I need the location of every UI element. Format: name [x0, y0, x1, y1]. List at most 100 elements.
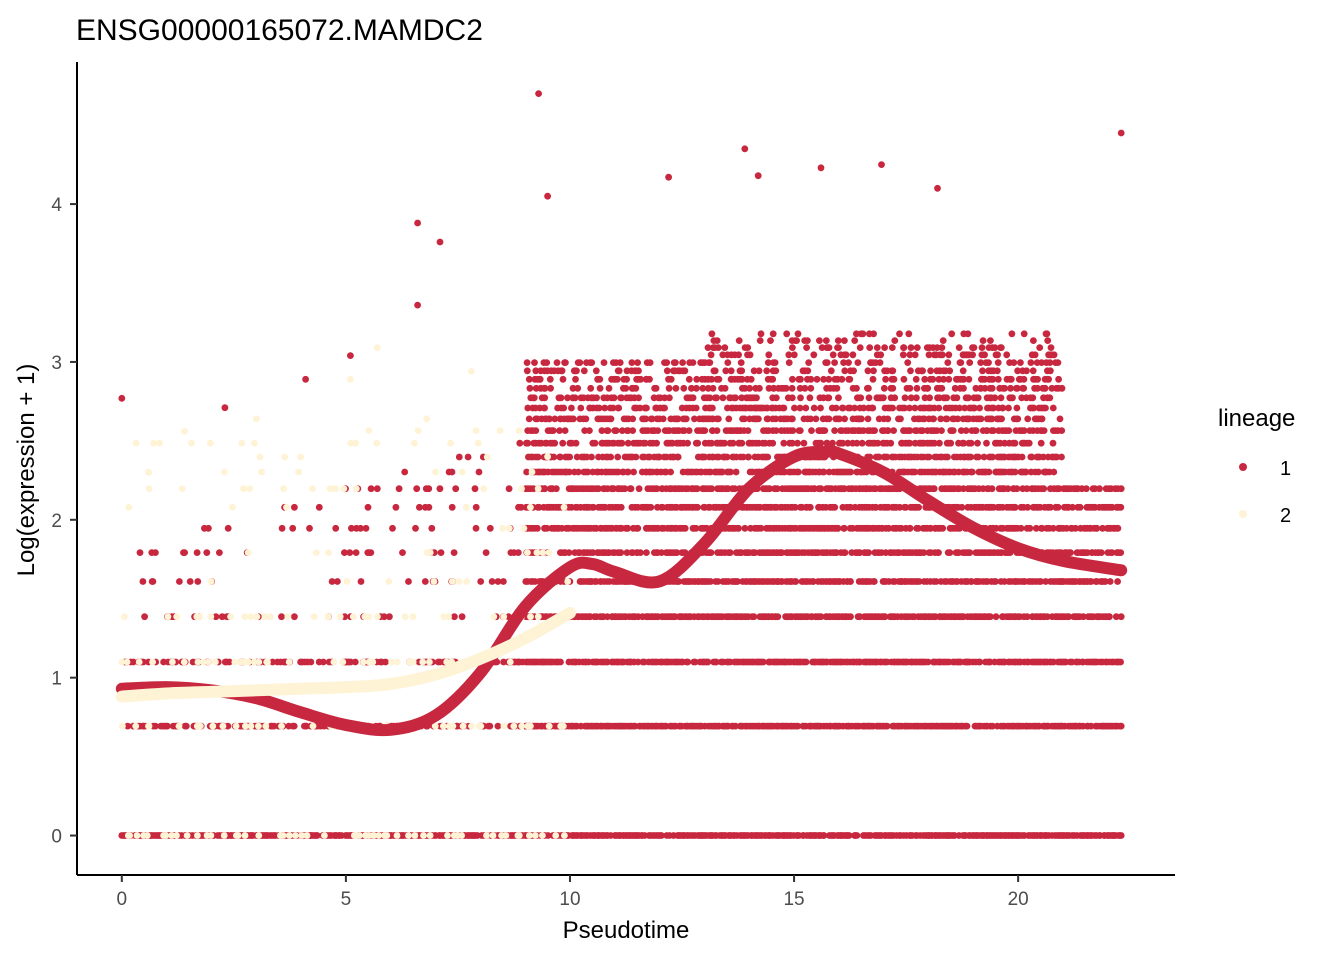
- point: [1037, 439, 1045, 447]
- point: [1007, 384, 1014, 392]
- point: [124, 722, 132, 730]
- point: [425, 503, 433, 511]
- point: [658, 549, 665, 556]
- point: [825, 415, 833, 423]
- point: [714, 578, 722, 585]
- point: [792, 578, 800, 585]
- point: [983, 439, 990, 447]
- point: [459, 722, 467, 730]
- point: [346, 549, 354, 556]
- point: [336, 613, 344, 621]
- point: [541, 404, 548, 412]
- point: [232, 722, 240, 730]
- point: [279, 832, 287, 839]
- point: [220, 832, 228, 839]
- point: [1096, 485, 1103, 493]
- point: [847, 613, 854, 621]
- point: [570, 415, 577, 423]
- point: [913, 384, 921, 392]
- point: [924, 384, 932, 392]
- point: [152, 549, 159, 556]
- point: [823, 439, 831, 447]
- point: [871, 427, 878, 434]
- point: [328, 578, 336, 585]
- point: [145, 722, 153, 730]
- point: [557, 453, 564, 461]
- point: [527, 503, 534, 511]
- point: [667, 468, 674, 476]
- point: [357, 524, 364, 532]
- point: [1067, 549, 1074, 556]
- x-tick-label: 20: [1008, 889, 1029, 910]
- point: [149, 578, 157, 585]
- point: [255, 722, 262, 730]
- point: [988, 485, 996, 493]
- point: [725, 415, 733, 423]
- point: [936, 439, 943, 447]
- point: [385, 578, 393, 585]
- point: [1029, 367, 1037, 375]
- point: [992, 613, 1000, 621]
- point: [586, 427, 593, 434]
- point: [1027, 359, 1035, 366]
- series-2-points: [118, 344, 572, 839]
- point: [1056, 415, 1064, 423]
- point: [797, 375, 804, 383]
- point: [558, 367, 566, 375]
- point: [421, 578, 429, 585]
- point: [643, 549, 650, 556]
- point: [704, 658, 712, 666]
- point: [405, 578, 412, 585]
- point: [884, 415, 892, 423]
- point: [401, 613, 409, 621]
- legend-key-2: [1239, 510, 1247, 518]
- point: [1040, 427, 1048, 434]
- point: [135, 658, 143, 666]
- point: [829, 351, 837, 359]
- point: [691, 658, 699, 666]
- point: [833, 384, 841, 392]
- point: [889, 384, 897, 392]
- point: [373, 485, 381, 493]
- point: [514, 549, 522, 556]
- point: [1054, 503, 1062, 511]
- point: [515, 832, 523, 839]
- point: [389, 524, 396, 532]
- point: [841, 415, 848, 423]
- point: [673, 549, 681, 556]
- point: [595, 485, 602, 493]
- point: [544, 832, 552, 839]
- point: [523, 468, 530, 476]
- point: [866, 344, 874, 351]
- point: [939, 337, 947, 344]
- point: [303, 832, 311, 839]
- point: [544, 192, 551, 200]
- point: [935, 549, 942, 556]
- point: [380, 613, 388, 621]
- point: [557, 658, 564, 666]
- point: [994, 351, 1001, 359]
- point: [181, 549, 189, 556]
- point: [693, 485, 701, 493]
- point: [675, 578, 683, 585]
- point: [885, 524, 893, 532]
- point: [663, 367, 671, 375]
- point: [551, 415, 559, 423]
- point: [552, 832, 560, 839]
- point: [1058, 453, 1065, 461]
- point: [145, 485, 153, 493]
- point: [600, 359, 608, 366]
- point: [255, 658, 263, 666]
- point: [588, 359, 596, 366]
- point: [238, 439, 246, 447]
- point: [661, 404, 668, 412]
- point: [759, 658, 767, 666]
- point: [269, 658, 277, 666]
- point: [584, 468, 592, 476]
- point: [689, 394, 697, 402]
- point: [601, 404, 609, 412]
- point: [876, 359, 884, 366]
- point: [560, 404, 568, 412]
- point: [290, 722, 298, 730]
- point: [888, 344, 896, 351]
